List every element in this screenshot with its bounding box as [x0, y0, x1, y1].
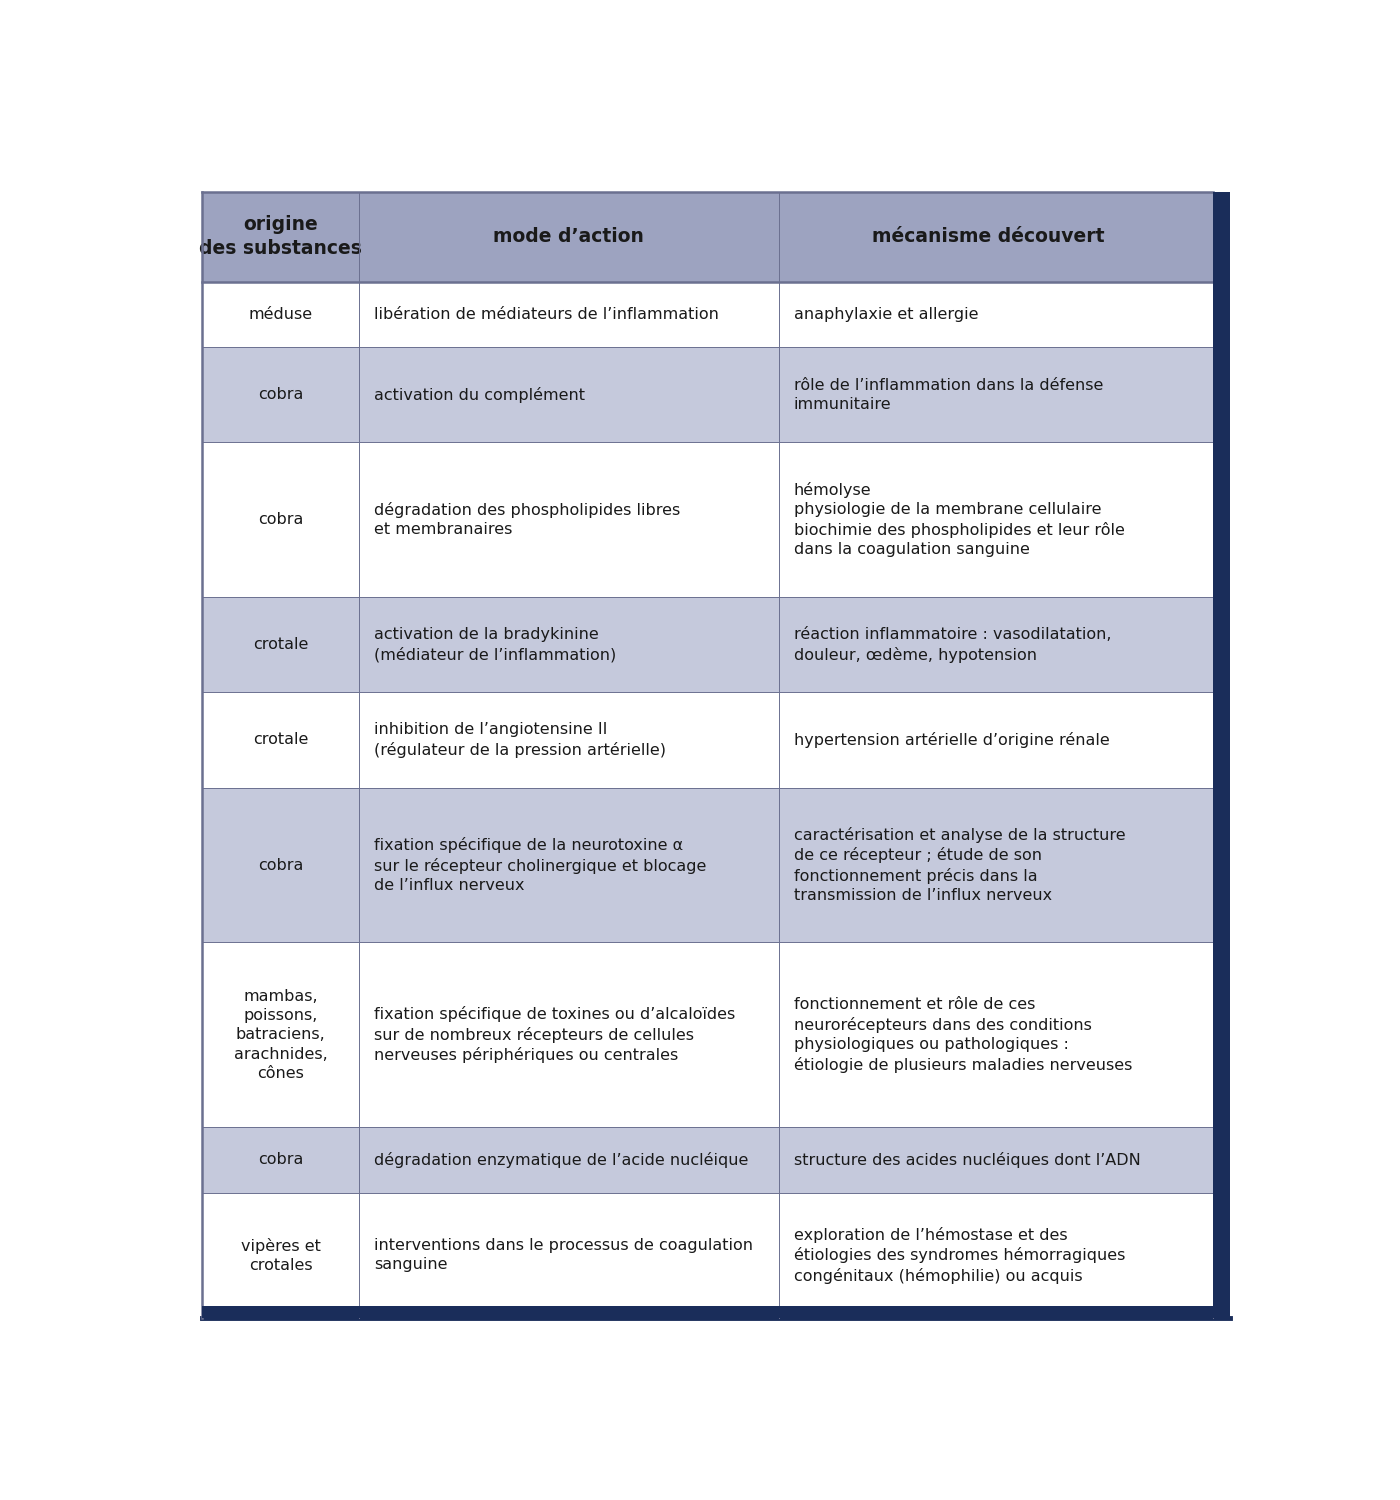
Text: méduse: méduse: [248, 308, 312, 322]
Text: structure des acides nucléiques dont l’ADN: structure des acides nucléiques dont l’A…: [794, 1152, 1141, 1168]
Text: origine
des substances: origine des substances: [199, 214, 363, 258]
Bar: [202, 1128, 1214, 1192]
Bar: [202, 1306, 1229, 1317]
Bar: [202, 282, 1214, 346]
Text: crotale: crotale: [253, 732, 308, 747]
Bar: [202, 693, 1214, 788]
Text: exploration de l’hémostase et des
étiologies des syndromes hémorragiques
congéni: exploration de l’hémostase et des étiolo…: [794, 1227, 1126, 1284]
Bar: [202, 1192, 1214, 1317]
Text: inhibition de l’angiotensine II
(régulateur de la pression artérielle): inhibition de l’angiotensine II (régulat…: [374, 722, 666, 758]
Text: interventions dans le processus de coagulation
sanguine: interventions dans le processus de coagu…: [374, 1238, 753, 1272]
Bar: [202, 788, 1214, 942]
Bar: [202, 192, 1214, 282]
Bar: [202, 442, 1214, 597]
Text: cobra: cobra: [258, 512, 304, 526]
Text: cobra: cobra: [258, 858, 304, 873]
Text: hémolyse
physiologie de la membrane cellulaire
biochimie des phospholipides et l: hémolyse physiologie de la membrane cell…: [794, 482, 1124, 556]
Text: fixation spécifique de la neurotoxine α
sur le récepteur cholinergique et blocag: fixation spécifique de la neurotoxine α …: [374, 837, 707, 892]
Text: mambas,
poissons,
batraciens,
arachnides,
cônes: mambas, poissons, batraciens, arachnides…: [234, 988, 328, 1082]
Text: caractérisation et analyse de la structure
de ce récepteur ; étude de son
foncti: caractérisation et analyse de la structu…: [794, 827, 1126, 903]
Text: dégradation enzymatique de l’acide nucléique: dégradation enzymatique de l’acide nuclé…: [374, 1152, 749, 1168]
Text: rôle de l’inflammation dans la défense
immunitaire: rôle de l’inflammation dans la défense i…: [794, 378, 1103, 411]
Bar: [202, 346, 1214, 442]
Bar: [202, 942, 1214, 1128]
Text: vipères et
crotales: vipères et crotales: [241, 1238, 321, 1272]
Text: mécanisme découvert: mécanisme découvert: [872, 226, 1105, 246]
Text: mode d’action: mode d’action: [493, 226, 644, 246]
Text: activation du complément: activation du complément: [374, 387, 585, 402]
Bar: [1214, 192, 1229, 1306]
Text: libération de médiateurs de l’inflammation: libération de médiateurs de l’inflammati…: [374, 308, 720, 322]
Text: réaction inflammatoire : vasodilatation,
douleur, œdème, hypotension: réaction inflammatoire : vasodilatation,…: [794, 627, 1112, 663]
Text: cobra: cobra: [258, 387, 304, 402]
Text: dégradation des phospholipides libres
et membranaires: dégradation des phospholipides libres et…: [374, 503, 680, 537]
Text: fonctionnement et rôle de ces
neurorécepteurs dans des conditions
physiologiques: fonctionnement et rôle de ces neurorécep…: [794, 998, 1133, 1072]
Text: anaphylaxie et allergie: anaphylaxie et allergie: [794, 308, 979, 322]
Text: fixation spécifique de toxines ou d’alcaloïdes
sur de nombreux récepteurs de cel: fixation spécifique de toxines ou d’alca…: [374, 1007, 735, 1064]
Text: crotale: crotale: [253, 638, 308, 652]
Text: cobra: cobra: [258, 1152, 304, 1167]
Text: hypertension artérielle d’origine rénale: hypertension artérielle d’origine rénale: [794, 732, 1109, 748]
Bar: [202, 597, 1214, 693]
Text: activation de la bradykinine
(médiateur de l’inflammation): activation de la bradykinine (médiateur …: [374, 627, 616, 662]
